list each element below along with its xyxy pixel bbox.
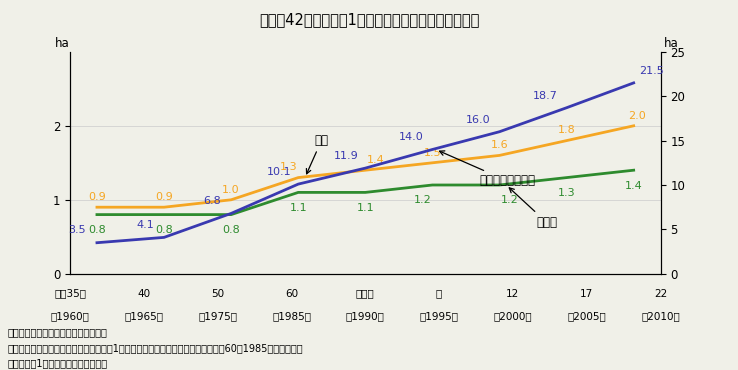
Text: ha: ha: [664, 37, 679, 50]
Text: 2.0: 2.0: [628, 111, 646, 121]
Text: 資料：農林水産省「農林業センサス」: 資料：農林水産省「農林業センサス」: [7, 327, 107, 337]
Text: 1.4: 1.4: [367, 155, 384, 165]
Text: 1.5: 1.5: [424, 148, 441, 158]
Text: 50: 50: [211, 289, 224, 299]
Text: 1.1: 1.1: [356, 203, 374, 213]
Text: 図２－42　販売農家1戸当たりの経営耕地面積の推移: 図２－42 販売農家1戸当たりの経営耕地面積の推移: [259, 12, 479, 27]
Text: 0.9: 0.9: [88, 192, 106, 202]
Text: （2005）: （2005）: [568, 311, 606, 321]
Text: 0.8: 0.8: [88, 225, 106, 235]
Text: 1.3: 1.3: [280, 162, 297, 172]
Text: 22: 22: [654, 289, 667, 299]
Text: （1985）: （1985）: [272, 311, 311, 321]
Text: 1.2: 1.2: [413, 195, 431, 205]
Text: （1995）: （1995）: [420, 311, 458, 321]
Text: 16.0: 16.0: [466, 115, 490, 125]
Text: 11.9: 11.9: [334, 151, 359, 161]
Text: （2000）: （2000）: [494, 311, 532, 321]
Text: 40: 40: [137, 289, 151, 299]
Text: 17: 17: [580, 289, 593, 299]
Text: 60: 60: [285, 289, 298, 299]
Text: 3.5: 3.5: [68, 225, 86, 235]
Text: 0.8: 0.8: [222, 225, 240, 235]
Text: 1.8: 1.8: [558, 125, 576, 135]
Text: 1.1: 1.1: [289, 203, 307, 213]
Text: 4.1: 4.1: [137, 220, 154, 230]
Text: 6.8: 6.8: [204, 196, 221, 206]
Text: （2010）: （2010）: [641, 311, 680, 321]
Text: ha: ha: [55, 37, 70, 50]
Text: （1990）: （1990）: [346, 311, 384, 321]
Text: （1965）: （1965）: [125, 311, 163, 321]
Text: 1.3: 1.3: [558, 188, 576, 198]
Text: 総農家1戸当たりの経営耕地面積: 総農家1戸当たりの経営耕地面積: [7, 358, 108, 368]
Text: 1.0: 1.0: [222, 185, 240, 195]
Text: 北海道（右目盛）: 北海道（右目盛）: [440, 151, 535, 187]
Text: ７: ７: [436, 289, 442, 299]
Text: 0.9: 0.9: [155, 192, 173, 202]
Text: （1960）: （1960）: [51, 311, 89, 321]
Text: 10.1: 10.1: [267, 167, 292, 177]
Text: 1.2: 1.2: [500, 195, 518, 205]
Text: 注：販売農家のうち経営耕地のある農家1戸当たりの経営耕地面積。ただし、昭和60（1985）年以前は、: 注：販売農家のうち経営耕地のある農家1戸当たりの経営耕地面積。ただし、昭和60（…: [7, 343, 303, 353]
Text: 1.4: 1.4: [625, 181, 643, 191]
Text: 1.6: 1.6: [491, 140, 508, 150]
Text: 12: 12: [506, 289, 520, 299]
Text: 都府県: 都府県: [509, 188, 557, 229]
Text: 昭和35年: 昭和35年: [54, 289, 86, 299]
Text: 21.5: 21.5: [639, 66, 663, 76]
Text: 全国: 全国: [306, 134, 328, 174]
Text: 0.8: 0.8: [155, 225, 173, 235]
Text: （1975）: （1975）: [199, 311, 237, 321]
Text: 18.7: 18.7: [533, 91, 557, 101]
Text: 平成２: 平成２: [356, 289, 375, 299]
Text: 14.0: 14.0: [399, 132, 424, 142]
